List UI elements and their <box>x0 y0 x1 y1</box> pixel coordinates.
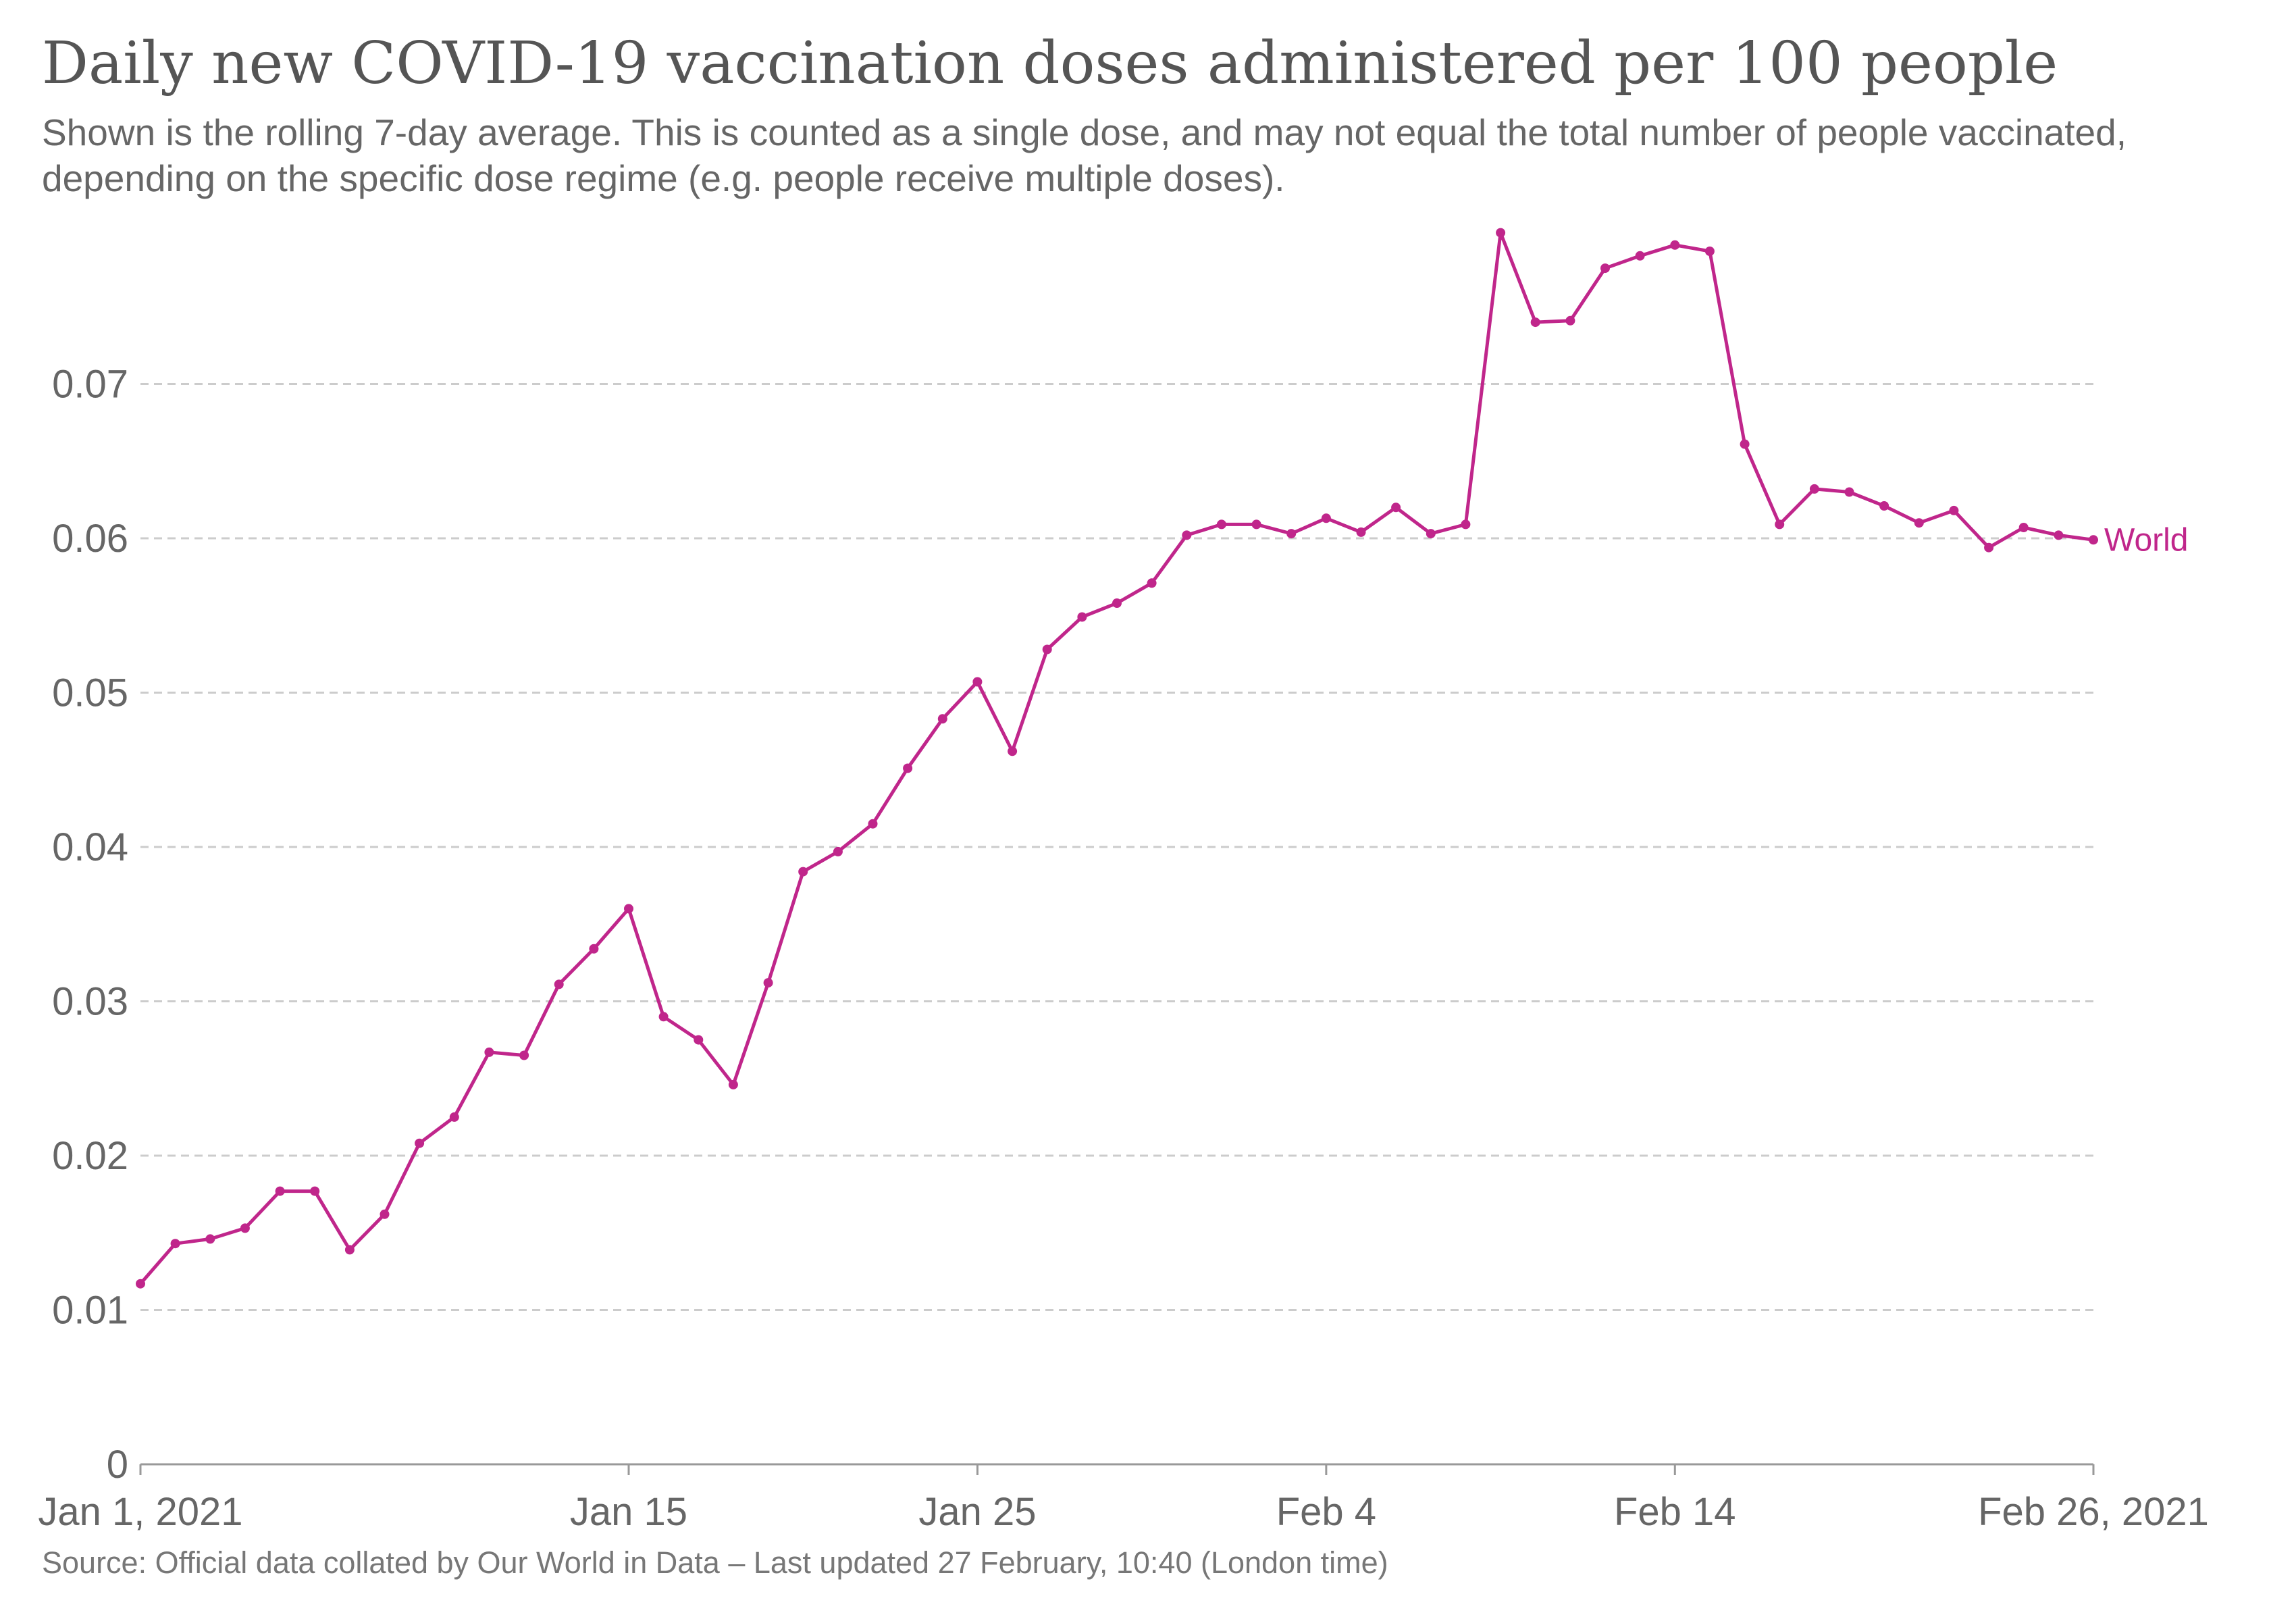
y-tick-label: 0.05 <box>52 671 128 715</box>
data-point <box>380 1209 390 1219</box>
data-point <box>1077 612 1087 622</box>
data-point <box>1565 315 1575 326</box>
x-tick-label: Feb 26, 2021 <box>1978 1490 2209 1534</box>
x-tick-label: Jan 1, 2021 <box>38 1490 242 1534</box>
series-world: World <box>136 228 2188 1289</box>
data-point <box>868 819 878 829</box>
data-point <box>205 1234 215 1244</box>
data-point <box>344 1245 355 1255</box>
data-point <box>1147 578 1157 588</box>
data-point <box>2018 523 2029 532</box>
y-tick-label: 0.03 <box>52 980 128 1024</box>
source-note: Source: Official data collated by Our Wo… <box>42 1545 1388 1580</box>
y-tick-label: 0.01 <box>52 1289 128 1333</box>
data-point <box>275 1186 285 1196</box>
data-point <box>1286 529 1297 539</box>
data-point <box>1775 519 1785 530</box>
data-point <box>1704 247 1715 256</box>
data-point <box>763 978 773 988</box>
data-point <box>1216 519 1226 530</box>
data-point <box>1391 503 1401 513</box>
data-point <box>1670 240 1680 250</box>
data-point <box>1740 439 1750 449</box>
data-point <box>1182 530 1192 540</box>
data-point <box>1984 542 1994 552</box>
chart-subtitle: Shown is the rolling 7-day average. This… <box>42 111 2127 199</box>
data-point <box>554 979 564 989</box>
data-point <box>624 904 633 914</box>
data-point <box>798 867 808 877</box>
data-point <box>1809 484 1819 494</box>
data-point <box>1844 487 1854 497</box>
y-tick-label: 0.07 <box>52 363 128 407</box>
data-point <box>1949 505 1959 515</box>
data-point <box>1914 518 1924 528</box>
y-tick-label: 0.06 <box>52 517 128 561</box>
chart-title: Daily new COVID-19 vaccination doses adm… <box>42 30 2058 97</box>
data-point <box>484 1047 494 1057</box>
data-point <box>1112 598 1122 608</box>
data-point <box>1530 317 1540 328</box>
data-point <box>1426 529 1436 539</box>
data-point <box>937 714 947 724</box>
y-tick-label: 0 <box>107 1443 128 1487</box>
data-point <box>1356 527 1366 537</box>
data-point <box>2089 535 2098 545</box>
data-point <box>415 1138 425 1148</box>
x-tick-label: Jan 15 <box>570 1490 687 1534</box>
data-point <box>449 1112 459 1122</box>
series-line <box>138 231 2095 1286</box>
data-point <box>1251 519 1261 530</box>
grid-lines <box>140 383 2093 1311</box>
data-point <box>728 1079 738 1089</box>
series-label: World <box>2104 522 2188 558</box>
data-point <box>1461 519 1471 530</box>
data-point <box>310 1186 320 1196</box>
x-tick-label: Jan 25 <box>918 1490 1036 1534</box>
x-axis-ticks: Jan 1, 2021 Jan 15 Jan 25 Feb 4 Feb 14 Feb 26… <box>38 1464 2209 1534</box>
data-point <box>519 1050 529 1060</box>
data-point <box>972 677 983 687</box>
data-point <box>1321 513 1331 523</box>
data-point <box>136 1279 145 1289</box>
y-tick-label: 0.04 <box>52 825 128 869</box>
data-point <box>170 1239 180 1249</box>
data-point <box>658 1012 669 1022</box>
y-axis-ticks: 0 0.01 0.02 0.03 0.04 0.05 0.06 0.07 <box>52 363 128 1487</box>
data-point <box>1600 263 1610 274</box>
x-tick-label: Feb 4 <box>1276 1490 1376 1534</box>
data-point <box>1008 746 1018 756</box>
data-point <box>1042 644 1052 654</box>
data-point <box>694 1035 704 1045</box>
x-tick-label: Feb 14 <box>1614 1490 1736 1534</box>
data-point <box>1496 228 1506 238</box>
data-point <box>1635 251 1645 261</box>
data-point <box>903 763 913 773</box>
data-point <box>240 1223 250 1233</box>
data-point <box>833 846 843 856</box>
data-point <box>1879 501 1889 511</box>
data-point <box>589 944 599 954</box>
y-tick-label: 0.02 <box>52 1134 128 1178</box>
data-point <box>2054 530 2064 540</box>
